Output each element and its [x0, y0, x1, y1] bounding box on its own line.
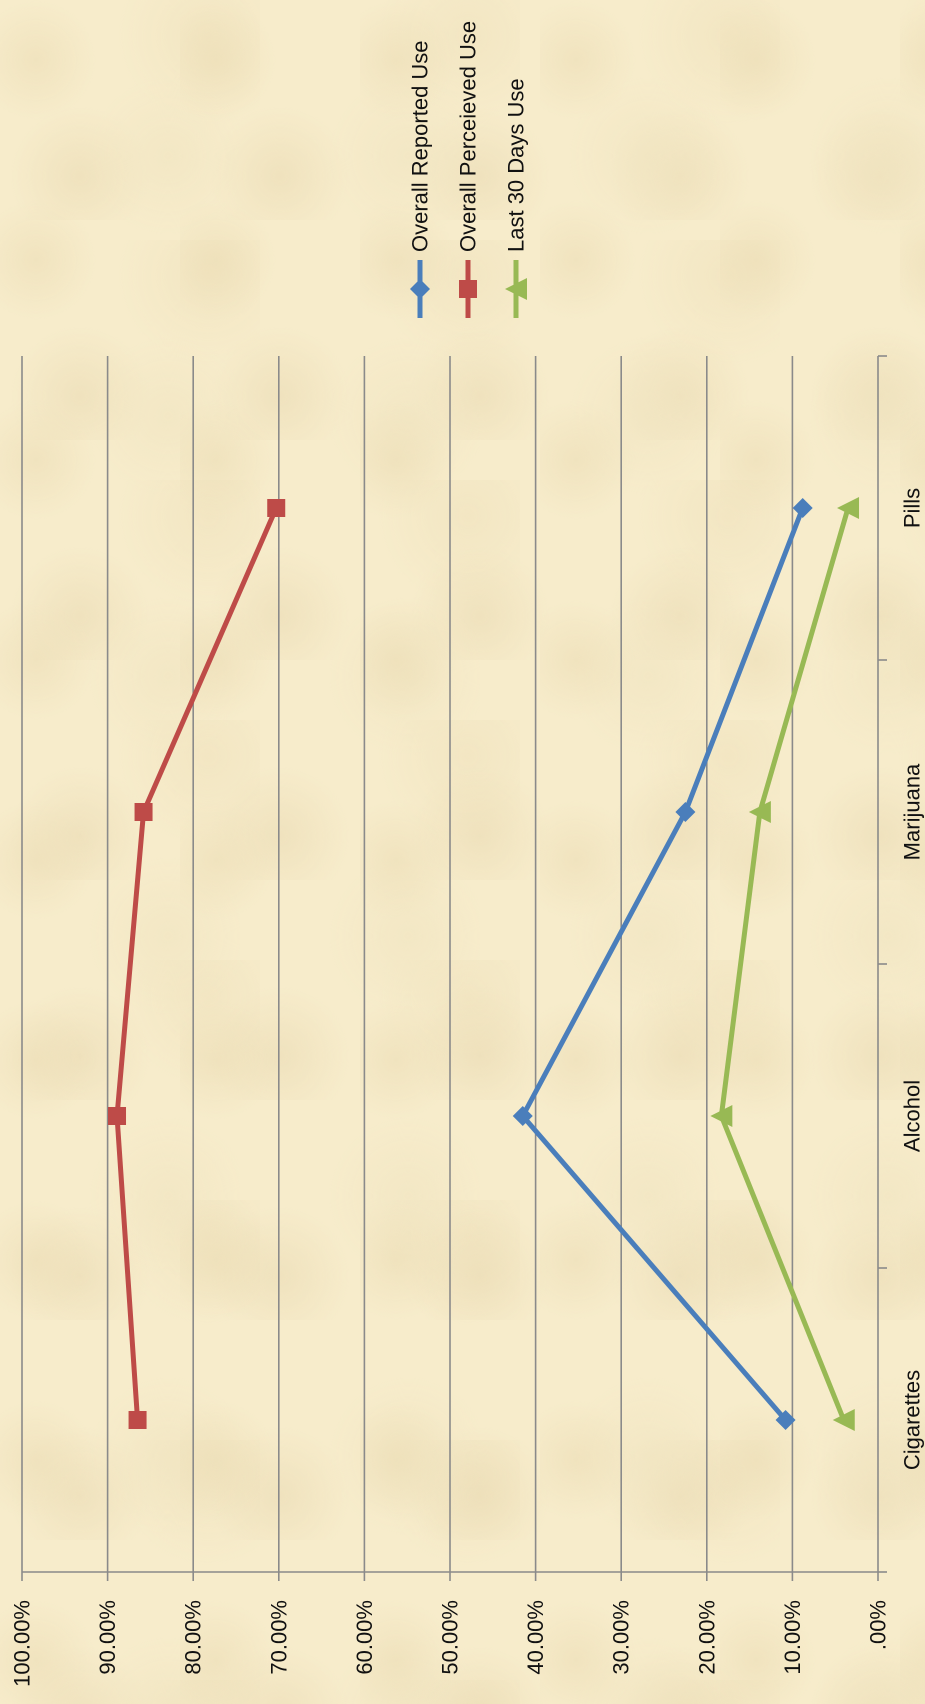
legend-marker: [410, 279, 430, 299]
category-label: Marijuana: [900, 763, 925, 860]
y-tick-label: 70.00%: [266, 1600, 291, 1675]
series-line: [520, 505, 806, 1423]
value-axis-labels: .00% 10.00% 20.00% 30.00% 40.00% 50.00% 60.00%…: [10, 1600, 891, 1687]
category-axis: [21, 355, 887, 1581]
y-tick-label: 40.00%: [523, 1600, 548, 1675]
legend-label: Overall Perceieved Use: [456, 21, 481, 252]
legend-label: Overall Reported Use: [408, 40, 433, 252]
data-point: [128, 1411, 147, 1429]
series-line: [718, 505, 851, 1423]
series-lines: [108, 497, 860, 1431]
data-point: [837, 497, 860, 519]
series-line: [114, 505, 279, 1423]
data-point: [108, 1107, 127, 1125]
category-labels: Cigarettes Alcohol Marijuana Pills: [900, 488, 925, 1470]
data-point: [675, 802, 696, 822]
y-tick-label: 60.00%: [352, 1600, 377, 1675]
data-point: [792, 498, 813, 518]
data-point: [832, 1409, 855, 1431]
category-label: Alcohol: [900, 1080, 925, 1152]
legend-marker: [459, 280, 477, 298]
y-tick-label: .00%: [866, 1600, 891, 1650]
y-tick-label: 30.00%: [609, 1600, 634, 1675]
data-point: [710, 1105, 733, 1127]
data-point: [748, 801, 771, 823]
y-tick-label: 20.00%: [694, 1600, 719, 1675]
y-tick-label: 90.00%: [95, 1600, 120, 1675]
legend-label: Last 30 Days Use: [504, 78, 529, 252]
y-tick-label: 80.00%: [181, 1600, 206, 1675]
y-tick-label: 100.00%: [10, 1600, 35, 1687]
data-point: [512, 1106, 533, 1126]
y-tick-label: 10.00%: [780, 1600, 805, 1675]
category-label: Cigarettes: [900, 1370, 925, 1470]
y-tick-label: 50.00%: [438, 1600, 463, 1675]
data-point: [267, 499, 286, 517]
legend: Overall Reported Use Overall Perceieved U…: [408, 21, 529, 318]
gridlines: [21, 356, 794, 1572]
category-label: Pills: [900, 488, 925, 528]
data-point: [775, 1410, 796, 1430]
data-point: [134, 803, 153, 821]
legend-marker: [505, 278, 527, 300]
